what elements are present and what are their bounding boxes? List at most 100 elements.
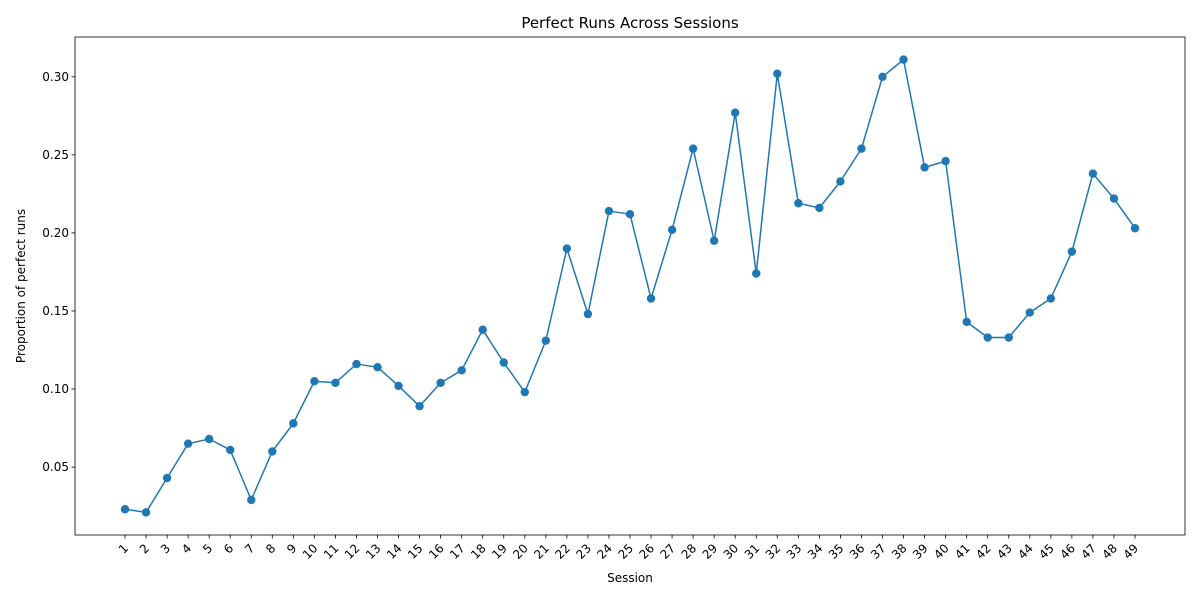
x-tick-label: 23 bbox=[573, 541, 594, 562]
x-tick-label: 9 bbox=[284, 541, 299, 556]
y-axis-title: Proportion of perfect runs bbox=[14, 209, 28, 363]
data-point bbox=[120, 505, 130, 514]
data-point bbox=[141, 508, 151, 517]
x-tick-label: 25 bbox=[615, 541, 636, 562]
data-point bbox=[899, 55, 908, 64]
x-tick-label: 37 bbox=[868, 541, 889, 562]
x-tick-label: 19 bbox=[489, 541, 510, 562]
data-point bbox=[752, 269, 761, 278]
data-point bbox=[436, 378, 445, 387]
x-tick-label: 27 bbox=[657, 541, 678, 562]
data-point bbox=[1088, 169, 1098, 178]
data-point bbox=[709, 236, 719, 245]
data-point bbox=[373, 362, 382, 372]
x-tick-label: 39 bbox=[910, 541, 931, 562]
x-tick-label: 7 bbox=[242, 541, 257, 556]
y-tick-label: 0.10 bbox=[42, 382, 69, 396]
data-point bbox=[857, 144, 866, 153]
x-tick-label: 14 bbox=[384, 541, 405, 562]
data-point bbox=[204, 434, 214, 444]
x-tick-label: 15 bbox=[405, 541, 426, 562]
data-point bbox=[415, 402, 424, 411]
data-point bbox=[836, 177, 845, 186]
y-tick-label: 0.05 bbox=[42, 460, 69, 474]
x-tick-label: 26 bbox=[636, 541, 657, 562]
data-point bbox=[162, 473, 172, 483]
y-tick-label: 0.15 bbox=[42, 304, 69, 318]
data-point bbox=[310, 377, 319, 386]
data-point bbox=[331, 378, 340, 387]
x-tick-label: 16 bbox=[426, 541, 447, 562]
x-tick-label: 31 bbox=[742, 541, 763, 562]
x-tick-label: 43 bbox=[994, 541, 1015, 562]
x-tick-label: 46 bbox=[1057, 541, 1078, 562]
x-tick-label: 42 bbox=[973, 541, 994, 562]
x-tick-label: 13 bbox=[363, 541, 384, 562]
x-tick-label: 2 bbox=[137, 541, 152, 556]
x-tick-label: 34 bbox=[805, 541, 826, 562]
chart-title: Perfect Runs Across Sessions bbox=[521, 14, 739, 32]
data-point bbox=[1004, 333, 1013, 342]
x-tick-label: 40 bbox=[931, 541, 952, 562]
x-tick-label: 3 bbox=[158, 541, 173, 556]
data-point bbox=[773, 69, 782, 78]
data-point bbox=[583, 309, 593, 319]
data-point bbox=[1109, 194, 1119, 203]
data-point bbox=[1067, 247, 1077, 256]
data-point bbox=[646, 294, 656, 303]
data-point bbox=[289, 419, 298, 428]
data-point bbox=[394, 381, 403, 391]
data-point bbox=[625, 209, 635, 219]
data-point bbox=[499, 358, 508, 367]
data-point bbox=[688, 144, 698, 153]
x-tick-label: 6 bbox=[221, 541, 236, 556]
x-tick-label: 44 bbox=[1015, 541, 1036, 562]
x-tick-label: 38 bbox=[889, 541, 910, 562]
series-line bbox=[124, 58, 1136, 514]
x-tick-label: 22 bbox=[552, 541, 573, 562]
data-point bbox=[268, 447, 277, 456]
x-tick-label: 11 bbox=[321, 541, 342, 562]
x-tick-label: 29 bbox=[700, 541, 721, 562]
data-point bbox=[667, 225, 677, 234]
x-tick-label: 47 bbox=[1078, 541, 1099, 562]
plot-layer bbox=[120, 55, 1140, 517]
data-point bbox=[794, 199, 803, 208]
x-tick-label: 30 bbox=[721, 541, 742, 562]
data-point bbox=[1046, 294, 1056, 303]
x-tick-label: 21 bbox=[531, 541, 552, 562]
x-tick-label: 28 bbox=[679, 541, 700, 562]
data-point bbox=[1025, 308, 1034, 317]
x-tick-label: 20 bbox=[510, 541, 531, 562]
data-point bbox=[478, 325, 487, 334]
x-tick-label: 17 bbox=[447, 541, 468, 562]
x-tick-label: 18 bbox=[468, 541, 489, 562]
x-axis-title: Session bbox=[607, 571, 653, 585]
x-tick-label: 33 bbox=[784, 541, 805, 562]
y-tick-label: 0.25 bbox=[42, 148, 69, 162]
data-point bbox=[731, 108, 740, 117]
plot-frame bbox=[74, 36, 1186, 536]
data-point bbox=[520, 387, 529, 397]
data-point bbox=[541, 336, 551, 345]
data-point bbox=[247, 495, 256, 505]
x-tick-label: 4 bbox=[179, 541, 194, 556]
data-point bbox=[562, 244, 572, 253]
x-tick-label: 41 bbox=[952, 541, 973, 562]
x-tick-label: 1 bbox=[116, 541, 131, 556]
x-tick-label: 35 bbox=[826, 541, 847, 562]
data-point bbox=[920, 163, 929, 172]
data-point bbox=[352, 359, 361, 369]
x-tick-label: 49 bbox=[1120, 541, 1141, 562]
data-point bbox=[183, 439, 193, 448]
y-tick-label: 0.30 bbox=[42, 70, 69, 84]
data-point bbox=[983, 333, 992, 342]
x-tick-label: 48 bbox=[1099, 541, 1120, 562]
data-point bbox=[604, 206, 614, 216]
x-tick-label: 24 bbox=[594, 541, 615, 562]
x-tick-label: 45 bbox=[1036, 541, 1057, 562]
data-point bbox=[226, 445, 235, 455]
data-point bbox=[1130, 224, 1140, 233]
